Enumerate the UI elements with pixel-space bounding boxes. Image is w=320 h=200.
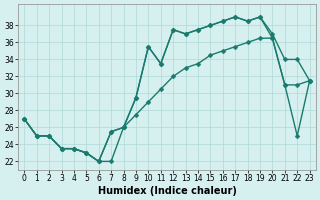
X-axis label: Humidex (Indice chaleur): Humidex (Indice chaleur): [98, 186, 236, 196]
